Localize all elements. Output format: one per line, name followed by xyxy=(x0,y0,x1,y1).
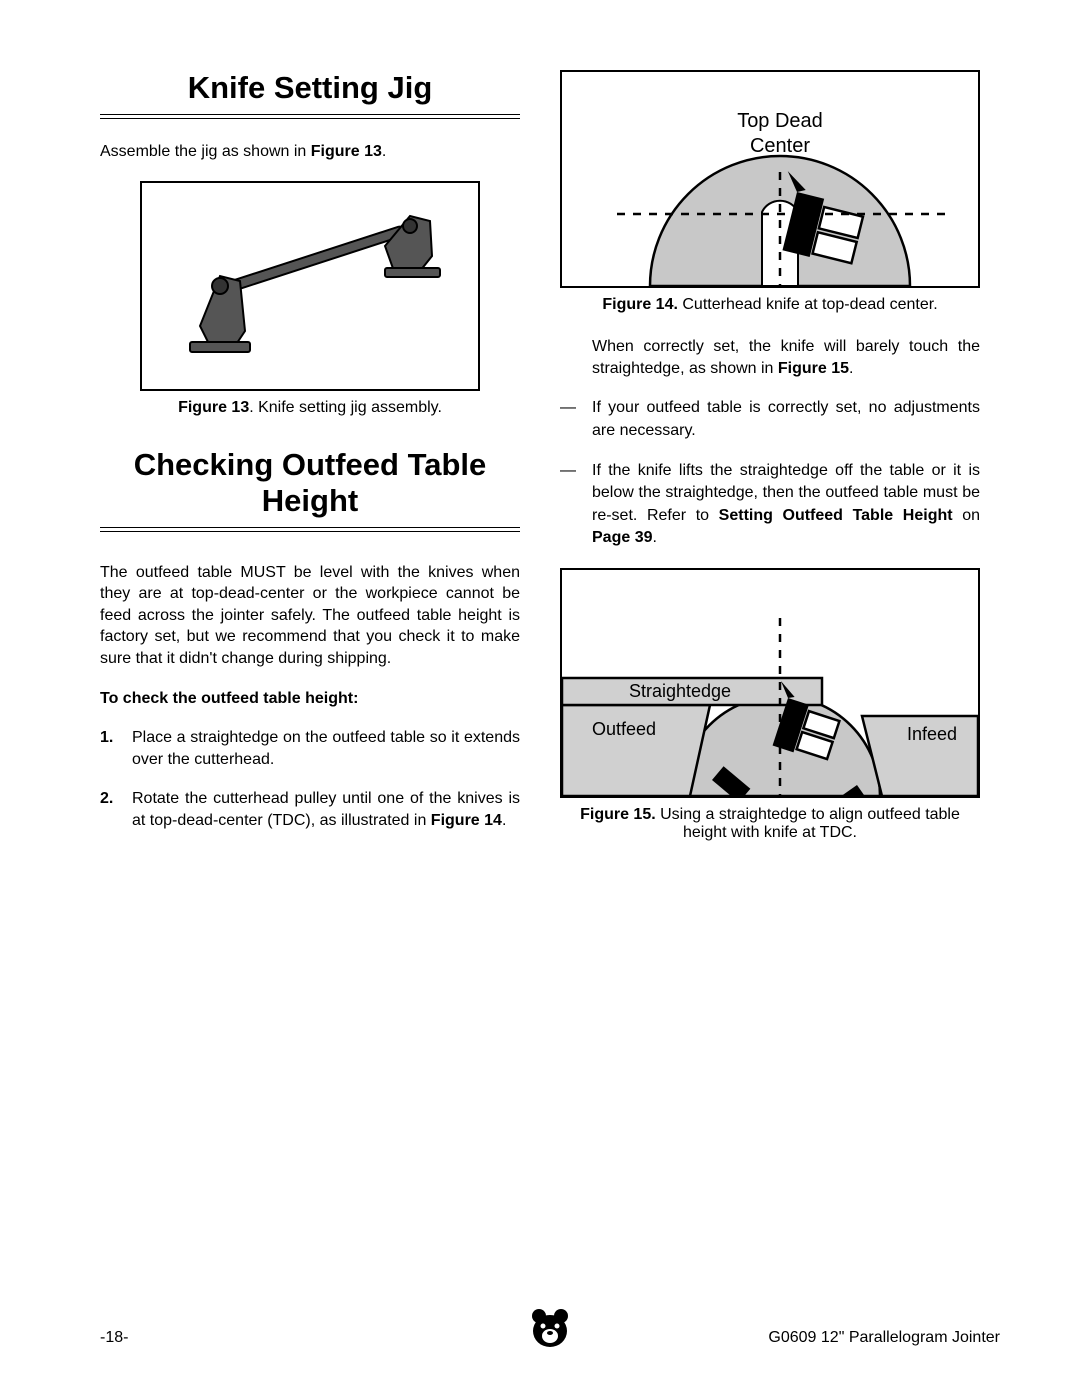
page-footer: -18- G0609 12" Parallelogram Jointer xyxy=(100,1329,1000,1347)
dash-correct: —If your outfeed table is correctly set,… xyxy=(560,397,980,442)
assemble-text: Assemble the jig as shown in Figure 13. xyxy=(100,141,520,163)
heading-knife-jig: Knife Setting Jig xyxy=(100,70,520,106)
infeed-label: Infeed xyxy=(907,724,957,744)
outfeed-intro: The outfeed table MUST be level with the… xyxy=(100,562,520,670)
correct-set-text: When correctly set, the knife will barel… xyxy=(560,336,980,379)
footer-logo xyxy=(529,1306,571,1353)
step-1: 1. Place a straightedge on the outfeed t… xyxy=(100,727,520,770)
page-number: -18- xyxy=(100,1329,128,1347)
jig-illustration xyxy=(160,196,460,376)
heading-checking-outfeed: Checking Outfeed Table Height xyxy=(100,447,520,519)
straightedge-label: Straightedge xyxy=(629,681,731,701)
straightedge-diagram: Straightedge Outfeed Infeed xyxy=(562,570,978,796)
figure-15-box: Straightedge Outfeed Infeed xyxy=(560,568,980,798)
figure-15-caption: Figure 15. Using a straightedge to align… xyxy=(560,806,980,842)
tdc-label-b: Center xyxy=(750,135,810,157)
tdc-label-a: Top Dead xyxy=(737,110,823,132)
bear-icon xyxy=(529,1306,571,1348)
dash-reset: —If the knife lifts the straightedge off… xyxy=(560,460,980,550)
tdc-diagram: Top Dead Center xyxy=(562,72,978,286)
outfeed-label: Outfeed xyxy=(592,719,656,739)
product-title: G0609 12" Parallelogram Jointer xyxy=(768,1329,1000,1347)
check-steps: 1. Place a straightedge on the outfeed t… xyxy=(100,727,520,831)
figure-14-box: Top Dead Center xyxy=(560,70,980,288)
step-2: 2. Rotate the cutterhead pulley until on… xyxy=(100,788,520,831)
check-height-label: To check the outfeed table height: xyxy=(100,688,520,710)
figure-14-caption: Figure 14. Cutterhead knife at top-dead … xyxy=(560,296,980,314)
figure-13-box xyxy=(140,181,480,391)
figure-13-caption: Figure 13. Knife setting jig assembly. xyxy=(100,399,520,417)
